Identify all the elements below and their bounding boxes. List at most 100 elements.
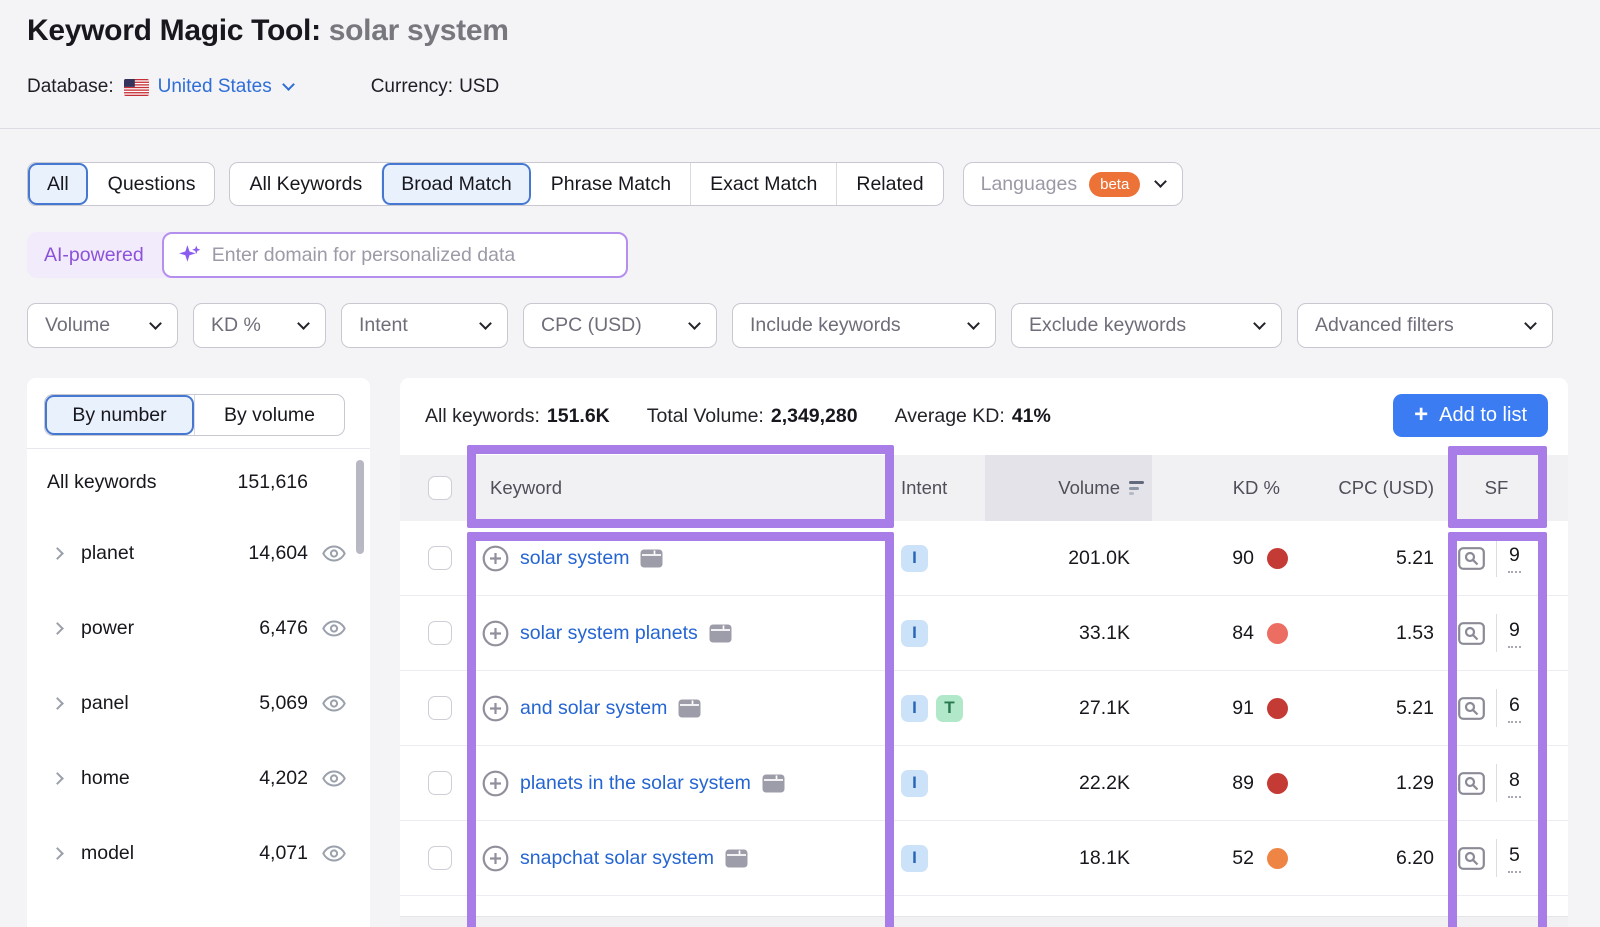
filter-advanced[interactable]: Advanced filters [1297,303,1553,348]
us-flag-icon [123,78,149,96]
results-summary: All keywords: 151.6K Total Volume: 2,349,2… [425,405,1051,427]
serp-preview-icon[interactable] [640,549,663,568]
sf-count[interactable]: 8 [1508,769,1521,798]
kd-indicator-dot [1267,622,1288,644]
sf-count[interactable]: 9 [1508,544,1521,573]
group-row-home[interactable]: home 4,202 [27,741,370,816]
keyword-link[interactable]: planets in the solar system [520,771,751,794]
sidebar-all-keywords[interactable]: All keywords 151,616 [27,449,370,515]
eye-icon[interactable] [322,770,346,787]
tab-by-number[interactable]: By number [45,395,194,435]
eye-icon[interactable] [322,695,346,712]
table-row: snapchat solar system I 18.1K 52 6.20 5 [400,821,1568,896]
eye-icon[interactable] [322,620,346,637]
keyword-link[interactable]: snapchat solar system [520,846,715,869]
add-keyword-icon[interactable] [482,770,509,797]
group-row-model[interactable]: model 4,071 [27,816,370,891]
chevron-down-icon [967,316,980,330]
row-checkbox[interactable] [428,546,452,570]
row-checkbox[interactable] [428,621,452,645]
domain-input-placeholder: Enter domain for personalized data [211,243,516,266]
tab-related[interactable]: Related [836,163,942,205]
ai-powered-bar: AI-powered Enter domain for personalized… [27,232,628,278]
chevron-right-icon[interactable] [51,622,64,635]
row-checkbox[interactable] [428,771,452,795]
table-row: and solar system I T 27.1K 91 5.21 6 [400,671,1568,746]
keyword-link[interactable]: solar system [520,546,630,569]
table-row-partial [400,896,1568,916]
sidebar-sort-tabs: By number By volume [44,394,345,436]
tab-exact-match[interactable]: Exact Match [690,163,836,205]
filter-exclude-keywords[interactable]: Exclude keywords [1011,303,1282,348]
column-header-kd[interactable]: KD % [1232,477,1280,498]
tab-phrase-match[interactable]: Phrase Match [550,172,672,195]
serp-preview-icon[interactable] [678,699,701,718]
group-row-power[interactable]: power 6,476 [27,591,370,666]
group-row-panel[interactable]: panel 5,069 [27,666,370,741]
serp-features-icon[interactable] [1458,621,1485,645]
eye-icon[interactable] [322,545,346,562]
database-value: United States [157,76,272,97]
serp-features-icon[interactable] [1458,696,1485,720]
keyword-link[interactable]: and solar system [520,696,668,719]
sidebar-scrollbar[interactable] [356,460,364,554]
all-keywords-label: All keywords [47,470,157,493]
filter-kd[interactable]: KD % [193,303,326,348]
table-row: solar system planets I 33.1K 84 1.53 9 [400,596,1568,671]
row-checkbox[interactable] [428,696,452,720]
serp-features-icon[interactable] [1458,846,1485,870]
sf-count[interactable]: 6 [1508,694,1521,723]
sf-count[interactable]: 5 [1508,844,1521,873]
row-checkbox[interactable] [428,846,452,870]
column-header-cpc[interactable]: CPC (USD) [1338,477,1434,498]
volume-value: 201.0K [1068,546,1130,569]
filter-intent[interactable]: Intent [341,303,508,348]
table-bottom-strip [400,916,1568,927]
volume-value: 33.1K [1079,621,1130,644]
serp-features-icon[interactable] [1458,771,1485,795]
group-row-planet[interactable]: planet 14,604 [27,516,370,591]
filter-include-keywords[interactable]: Include keywords [732,303,996,348]
add-keyword-icon[interactable] [482,545,509,572]
volume-value: 27.1K [1079,696,1130,719]
filter-cpc[interactable]: CPC (USD) [523,303,717,348]
sf-divider [1496,764,1497,802]
serp-preview-icon[interactable] [709,624,732,643]
serp-preview-icon[interactable] [762,774,785,793]
database-selector[interactable]: United States [157,76,295,98]
add-keyword-icon[interactable] [482,845,509,872]
cpc-value: 5.21 [1396,546,1434,569]
tab-broad-match[interactable]: Broad Match [381,163,531,205]
average-kd-value: 41% [1011,405,1051,427]
chevron-right-icon[interactable] [51,697,64,710]
tab-questions[interactable]: Questions [107,172,196,195]
keyword-link[interactable]: solar system planets [520,621,698,644]
filter-volume[interactable]: Volume [27,303,178,348]
domain-input[interactable]: Enter domain for personalized data [161,232,628,278]
tab-by-volume[interactable]: By volume [194,395,344,435]
add-keyword-icon[interactable] [482,695,509,722]
serp-preview-icon[interactable] [725,849,748,868]
languages-dropdown[interactable]: Languages beta [962,162,1184,206]
currency-value: USD [459,76,500,97]
sf-divider [1496,614,1497,652]
tab-all-keywords[interactable]: All Keywords [249,172,363,195]
sf-count[interactable]: 9 [1508,619,1521,648]
kd-indicator-dot [1267,547,1288,569]
select-all-checkbox[interactable] [428,476,452,500]
sf-divider [1496,539,1497,577]
cpc-value: 5.21 [1396,696,1434,719]
sf-divider [1496,689,1497,727]
add-keyword-icon[interactable] [482,620,509,647]
add-to-list-button[interactable]: + Add to list [1393,394,1548,437]
chevron-down-icon [149,316,162,330]
keyword-group-list: planet 14,604 power 6,476 panel 5,069 ho… [27,516,370,891]
tab-all[interactable]: All [28,163,88,205]
column-header-volume[interactable]: Volume [985,455,1152,521]
serp-features-icon[interactable] [1458,546,1485,570]
chevron-right-icon[interactable] [51,847,64,860]
chevron-right-icon[interactable] [51,547,64,560]
page-title-query: solar system [328,14,509,47]
eye-icon[interactable] [322,845,346,862]
chevron-right-icon[interactable] [51,772,64,785]
